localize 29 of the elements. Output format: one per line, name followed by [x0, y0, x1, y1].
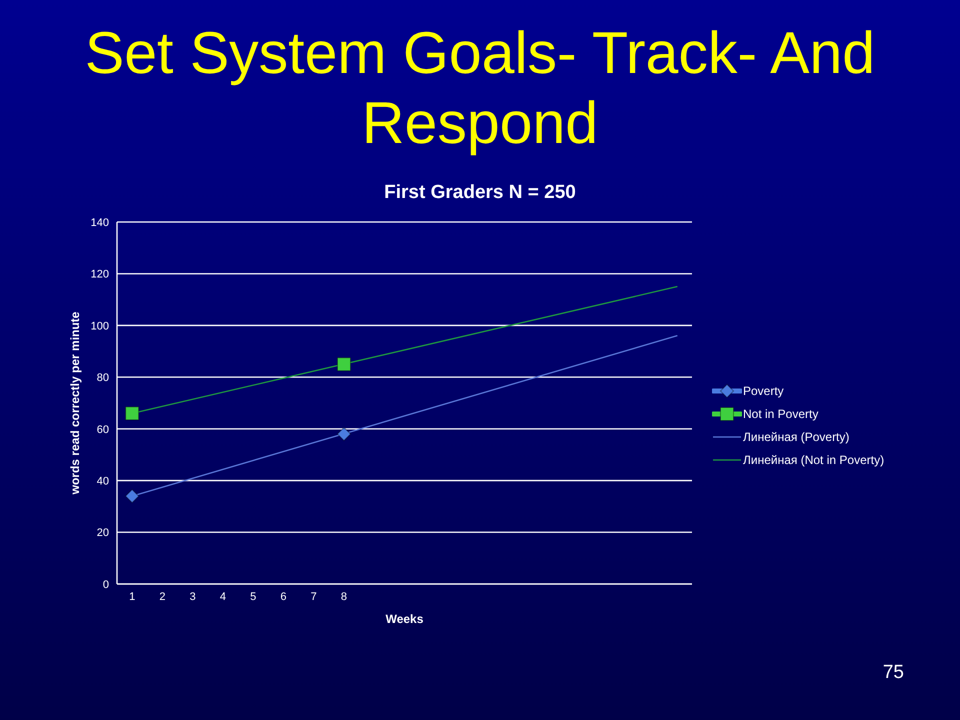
text: 75 — [882, 662, 904, 684]
x-tick-label: 8 — [340, 590, 348, 603]
point — [336, 357, 351, 372]
y-tick-label: 40 — [96, 475, 109, 488]
legend-label: Линейная (Poverty) — [743, 430, 850, 444]
y-tick-label: 100 — [90, 320, 109, 332]
legend-label: Линейная (Not in Poverty) — [743, 452, 884, 466]
y-tick-label: 120 — [90, 268, 109, 281]
x-tick-label: 7 — [310, 590, 317, 603]
x-tick-label: 5 — [250, 590, 256, 603]
legend-label: Poverty — [743, 384, 784, 398]
x-tick-label: 2 — [159, 590, 166, 603]
x-tick-label: 6 — [280, 590, 287, 603]
chart-subtitle: First Graders N = 250 — [383, 182, 577, 204]
y-axis-title: words read correctly per minute — [68, 312, 82, 494]
x-tick-label: 1 — [129, 590, 136, 603]
chart-title: Set System Goals- Track- And Respond — [84, 19, 876, 158]
y-tick-label: 140 — [90, 216, 109, 229]
point — [336, 427, 351, 442]
x-axis-title: Weeks — [384, 612, 424, 626]
x-tick-label: 4 — [220, 590, 226, 603]
x-tick-label: 3 — [190, 590, 196, 603]
y-tick-label: 80 — [96, 372, 109, 384]
legend-label: Not in Poverty — [743, 406, 818, 420]
point — [125, 406, 140, 420]
y-tick-label: 60 — [96, 424, 109, 436]
point — [125, 489, 140, 504]
y-tick-label: 20 — [96, 527, 109, 540]
y-tick-label: 0 — [102, 578, 109, 591]
